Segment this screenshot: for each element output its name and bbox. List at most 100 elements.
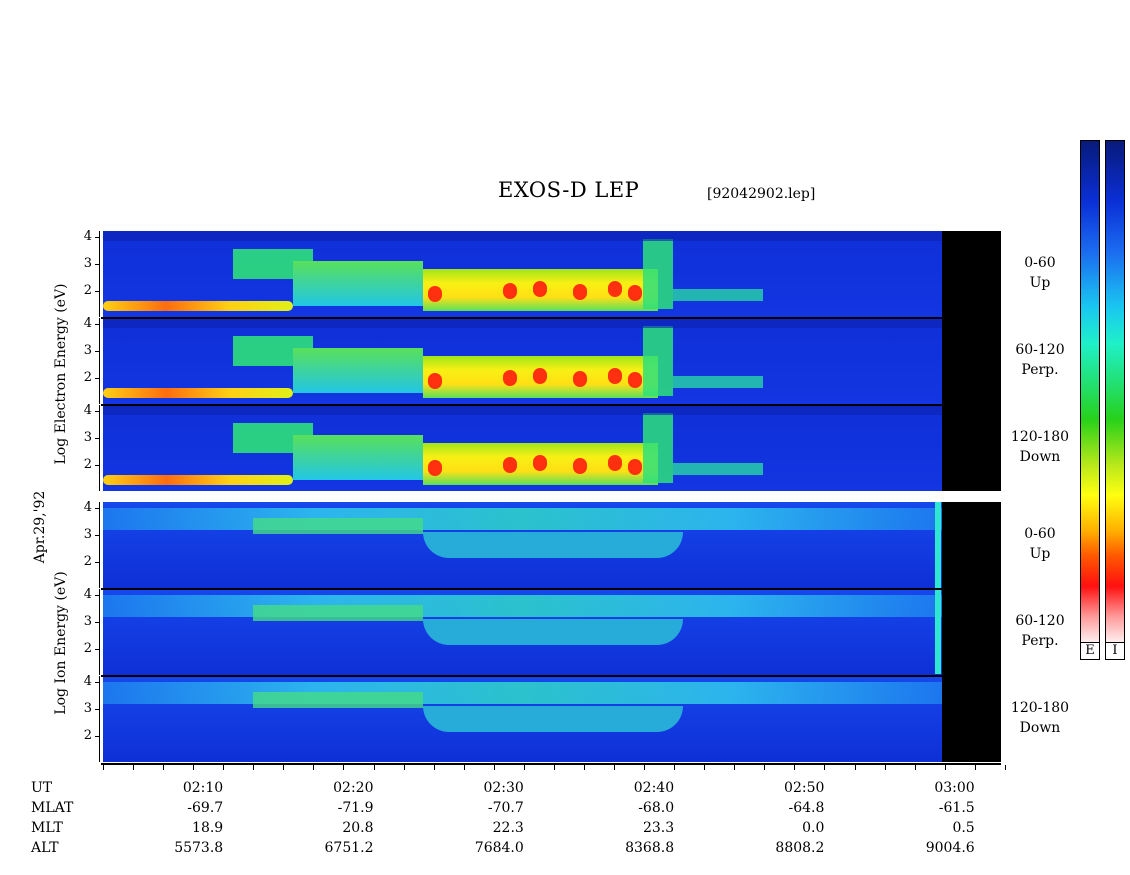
file-name: [92042902.lep]	[707, 186, 816, 202]
electron-panel-2-cyan-trail	[673, 463, 763, 475]
y-tick-mark	[95, 438, 100, 439]
y-tick-mark	[95, 411, 100, 412]
y-tick-mark	[95, 351, 100, 352]
electron-panel-1-cyan-trail	[673, 376, 763, 388]
panel-angle-label-line: 0-60	[1024, 255, 1056, 271]
electron-panel-2-hotspot-0	[428, 460, 442, 476]
panel-angle-label-line: 120-180	[1010, 429, 1070, 445]
y-tick-label: 4	[83, 500, 92, 515]
y-tick-label: 2	[83, 554, 92, 569]
ion-panel-0	[103, 502, 942, 588]
x-axis-value: 02:10	[182, 780, 224, 796]
electron-panel-2	[103, 405, 942, 491]
y-axis-line-4	[99, 589, 100, 675]
panel-angle-label-line: 60-120	[1015, 613, 1065, 629]
electron-panel-0-green-patch-2	[293, 261, 423, 306]
panel-angle-label-line: Perp.	[1021, 633, 1059, 649]
x-row-label-mlt: MLT	[31, 820, 63, 836]
ion-panel-2-ion-band-high	[103, 682, 942, 704]
x-axis-value: 22.3	[492, 820, 524, 836]
y-tick-label: 2	[83, 370, 92, 385]
y-tick-label: 4	[83, 674, 92, 689]
y-tick-label: 4	[83, 587, 92, 602]
panel-angle-label-line: Up	[1029, 275, 1051, 291]
x-minor-tick	[133, 765, 135, 770]
ion-panel-0-ion-band-green	[253, 518, 423, 534]
x-row-label-ut: UT	[31, 780, 53, 796]
ion-panel-1-ion-band-high	[103, 595, 942, 617]
x-axis-value: -71.9	[337, 800, 374, 816]
x-axis-value: 0.0	[802, 820, 825, 836]
group-gap	[101, 493, 1001, 499]
ion-panel-0-ion-arc	[423, 532, 683, 558]
x-minor-tick	[1004, 765, 1006, 770]
x-minor-tick	[614, 765, 616, 770]
y-tick-mark	[95, 709, 100, 710]
electron-panel-2-hotspot-1	[503, 457, 517, 473]
panel-angle-label-3: 0-60 Up	[1005, 524, 1075, 564]
y-axis-line-5	[99, 676, 100, 762]
y-tick-mark	[95, 535, 100, 536]
y-tick-mark	[95, 736, 100, 737]
panel-angle-label-5: 120-180 Down	[1005, 698, 1075, 738]
panel-angle-label-1: 60-120 Perp.	[1005, 340, 1075, 380]
colorbar-label-electron: E	[1080, 642, 1100, 660]
ion-panel-0-ion-band-high	[103, 508, 942, 530]
x-minor-tick	[373, 765, 375, 770]
ion-panel-2	[103, 676, 942, 762]
y-tick-mark	[95, 264, 100, 265]
x-minor-tick	[674, 765, 676, 770]
x-axis-value: 8808.2	[775, 840, 825, 856]
x-minor-tick	[884, 765, 886, 770]
y-tick-mark	[95, 508, 100, 509]
y-axis-line-3	[99, 502, 100, 588]
x-minor-tick	[223, 765, 225, 770]
x-row-label-alt: ALT	[31, 840, 59, 856]
electron-colorbar	[1080, 140, 1100, 648]
x-axis-value: 5573.8	[174, 840, 224, 856]
electron-panel-0-top-shade	[103, 231, 942, 241]
electron-panel-2-top-shade	[103, 405, 942, 415]
x-minor-tick	[163, 765, 165, 770]
panel-angle-label-4: 60-120 Perp.	[1005, 611, 1075, 651]
x-axis-value: -70.7	[487, 800, 524, 816]
chart-title: EXOS-D LEP	[498, 178, 640, 202]
electron-panel-1-hotspot-4	[608, 368, 622, 384]
y-tick-label: 3	[83, 343, 92, 358]
y-tick-label: 3	[83, 430, 92, 445]
electron-panel-2-hotspot-5	[628, 459, 642, 475]
panel-separator-1	[101, 404, 1001, 406]
y-tick-label: 3	[83, 701, 92, 716]
electron-panel-2-low-energy-beam	[103, 475, 293, 485]
x-axis-value: 8368.8	[625, 840, 675, 856]
x-minor-tick	[734, 765, 736, 770]
x-minor-tick	[914, 765, 916, 770]
x-axis-value: -61.5	[938, 800, 975, 816]
y-tick-label: 4	[83, 229, 92, 244]
panel-angle-label-line: Down	[1019, 449, 1061, 465]
electron-panel-0-green-spike	[643, 239, 673, 309]
electron-panel-1-green-spike	[643, 326, 673, 396]
y-tick-mark	[95, 378, 100, 379]
x-minor-tick	[583, 765, 585, 770]
x-minor-tick	[794, 765, 796, 770]
x-axis-value: 6751.2	[324, 840, 374, 856]
x-minor-tick	[704, 765, 706, 770]
y-tick-mark	[95, 622, 100, 623]
x-minor-tick	[343, 765, 345, 770]
x-axis-value: -69.7	[187, 800, 224, 816]
electron-panel-0-low-energy-beam	[103, 301, 293, 311]
panel-angle-label-line: Perp.	[1021, 362, 1059, 378]
x-minor-tick	[433, 765, 435, 770]
x-axis-value: 0.5	[952, 820, 975, 836]
x-minor-tick	[193, 765, 195, 770]
electron-panel-1-green-patch-2	[293, 348, 423, 393]
electron-panel-0-hotspot-0	[428, 286, 442, 302]
x-minor-tick	[103, 765, 104, 770]
y-tick-mark	[95, 237, 100, 238]
panel-separator-2	[101, 588, 1001, 590]
y-tick-mark	[95, 291, 100, 292]
x-minor-tick	[944, 765, 946, 770]
x-minor-tick	[644, 765, 646, 770]
panel-angle-label-line: 60-120	[1015, 342, 1065, 358]
